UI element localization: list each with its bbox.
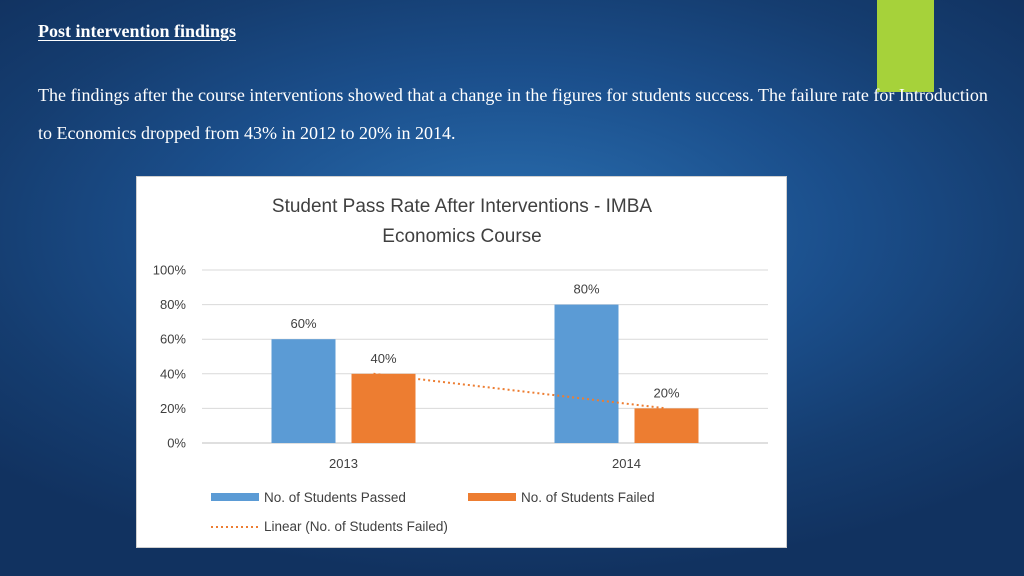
accent-bar bbox=[877, 0, 934, 92]
bar-chart: Student Pass Rate After Interventions - … bbox=[153, 196, 768, 534]
x-tick-label: 2013 bbox=[329, 456, 358, 471]
y-tick-label: 40% bbox=[160, 366, 186, 381]
slide-title: Post intervention findings bbox=[38, 21, 237, 41]
legend-label-failed: No. of Students Failed bbox=[521, 490, 655, 505]
y-tick-label: 20% bbox=[160, 401, 186, 416]
bars bbox=[271, 304, 699, 443]
trendline bbox=[373, 372, 667, 410]
y-tick-label: 80% bbox=[160, 297, 186, 312]
y-tick-label: 60% bbox=[160, 332, 186, 347]
bar-passed-2014 bbox=[554, 304, 619, 443]
data-label: 80% bbox=[573, 282, 599, 297]
legend-label-passed: No. of Students Passed bbox=[264, 490, 406, 505]
data-label: 20% bbox=[653, 385, 679, 400]
bar-failed-2013 bbox=[351, 373, 416, 443]
y-axis-tick-labels: 0% 20% 40% 60% 80% 100% bbox=[153, 263, 187, 451]
slide-body-text: The findings after the course interventi… bbox=[38, 85, 988, 143]
y-tick-label: 100% bbox=[153, 263, 187, 278]
data-labels: 60% 40% 80% 20% bbox=[290, 282, 679, 401]
data-label: 40% bbox=[370, 351, 396, 366]
y-tick-label: 0% bbox=[167, 436, 186, 451]
legend-label-trendline: Linear (No. of Students Failed) bbox=[264, 519, 448, 534]
legend-swatch-passed bbox=[211, 493, 259, 501]
x-axis-tick-labels: 2013 2014 bbox=[329, 456, 641, 471]
data-label: 60% bbox=[290, 316, 316, 331]
chart-title-line-2: Economics Course bbox=[382, 226, 541, 247]
trendline-failed bbox=[373, 372, 667, 410]
legend-swatch-failed bbox=[468, 493, 516, 501]
bar-failed-2014 bbox=[634, 408, 699, 443]
chart-container: Student Pass Rate After Interventions - … bbox=[136, 176, 787, 548]
x-tick-label: 2014 bbox=[612, 456, 641, 471]
bar-passed-2013 bbox=[271, 339, 336, 443]
chart-title-line-1: Student Pass Rate After Interventions - … bbox=[272, 196, 653, 217]
legend: No. of Students Passed No. of Students Fa… bbox=[211, 490, 655, 534]
